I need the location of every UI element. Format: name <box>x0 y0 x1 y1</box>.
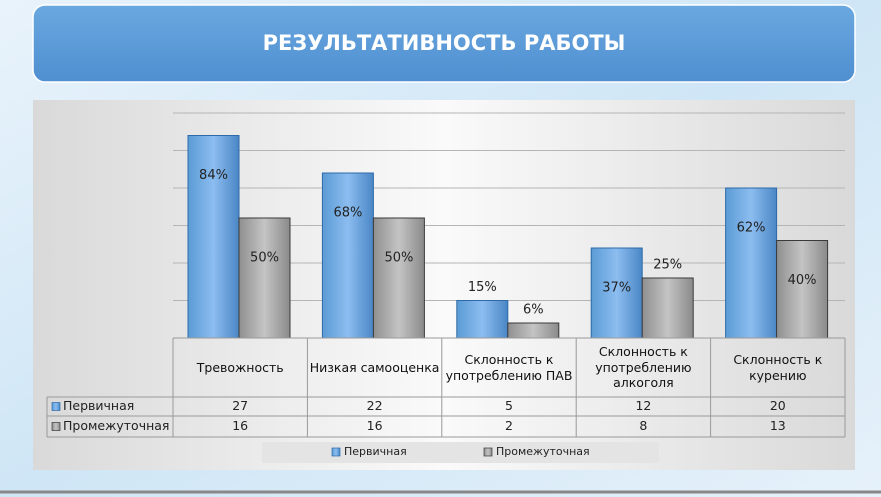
table-cell: 8 <box>639 418 647 433</box>
legend-label: Промежуточная <box>496 445 590 458</box>
data-label: 37% <box>602 281 631 296</box>
table-cell: 13 <box>770 418 786 433</box>
data-label: 50% <box>250 251 279 266</box>
chart-title: РЕЗУЛЬТАТИВНОСТЬ РАБОТЫ <box>263 31 626 55</box>
x-tick-label: Склонность к употреблению алкоголя <box>595 344 692 391</box>
bar <box>321 172 374 339</box>
x-tick-label: Низкая самооценка <box>309 359 440 375</box>
data-label: 40% <box>788 273 817 288</box>
legend-key <box>51 422 61 431</box>
category-header: Тревожность <box>196 359 284 375</box>
data-label: 50% <box>384 251 413 266</box>
table-cell: 16 <box>232 418 248 433</box>
data-label: 6% <box>523 303 544 318</box>
bar <box>776 240 829 339</box>
legend-box <box>262 442 659 463</box>
legend-key <box>51 402 61 411</box>
x-tick-label: Тревожность <box>196 359 284 375</box>
category-header: Склонность к употреблению алкоголя <box>595 344 692 391</box>
data-label: 68% <box>333 206 362 221</box>
category-header: Склонность к употреблению ПАВ <box>445 351 573 383</box>
table-cell: 22 <box>367 398 383 413</box>
data-label: 25% <box>653 258 682 273</box>
table-cell: 16 <box>367 418 383 433</box>
table-cell: 2 <box>505 418 513 433</box>
bar <box>590 247 643 339</box>
legend-key <box>331 447 341 457</box>
legend-label: Первичная <box>344 445 407 458</box>
bar <box>507 322 560 339</box>
bar <box>641 277 694 339</box>
bar <box>238 217 291 339</box>
table-cell: 27 <box>232 398 248 413</box>
x-tick-label: Склонность к употреблению ПАВ <box>445 351 573 383</box>
data-label: 62% <box>737 221 766 236</box>
table-cell: 5 <box>505 398 513 413</box>
category-header: Низкая самооценка <box>309 359 440 375</box>
category-header: Склонность к курению <box>733 351 823 383</box>
table-cell: 20 <box>770 398 786 413</box>
table-row-label: Первичная <box>63 398 134 413</box>
bar <box>187 135 240 339</box>
bar <box>372 217 425 339</box>
title-banner <box>32 4 856 83</box>
data-label: 15% <box>468 280 497 295</box>
x-tick-label: Склонность к курению <box>733 351 823 383</box>
data-label: 84% <box>199 168 228 183</box>
bar <box>725 187 778 339</box>
table-row-label: Промежуточная <box>63 418 169 433</box>
table-cell: 12 <box>635 398 651 413</box>
chart: 84% 68% 15% 37% 62% 50% 50% 6% 25% 40% Тревожность… <box>46 112 846 463</box>
legend-key <box>483 447 493 457</box>
chart-area <box>33 100 855 470</box>
bar <box>456 300 509 339</box>
